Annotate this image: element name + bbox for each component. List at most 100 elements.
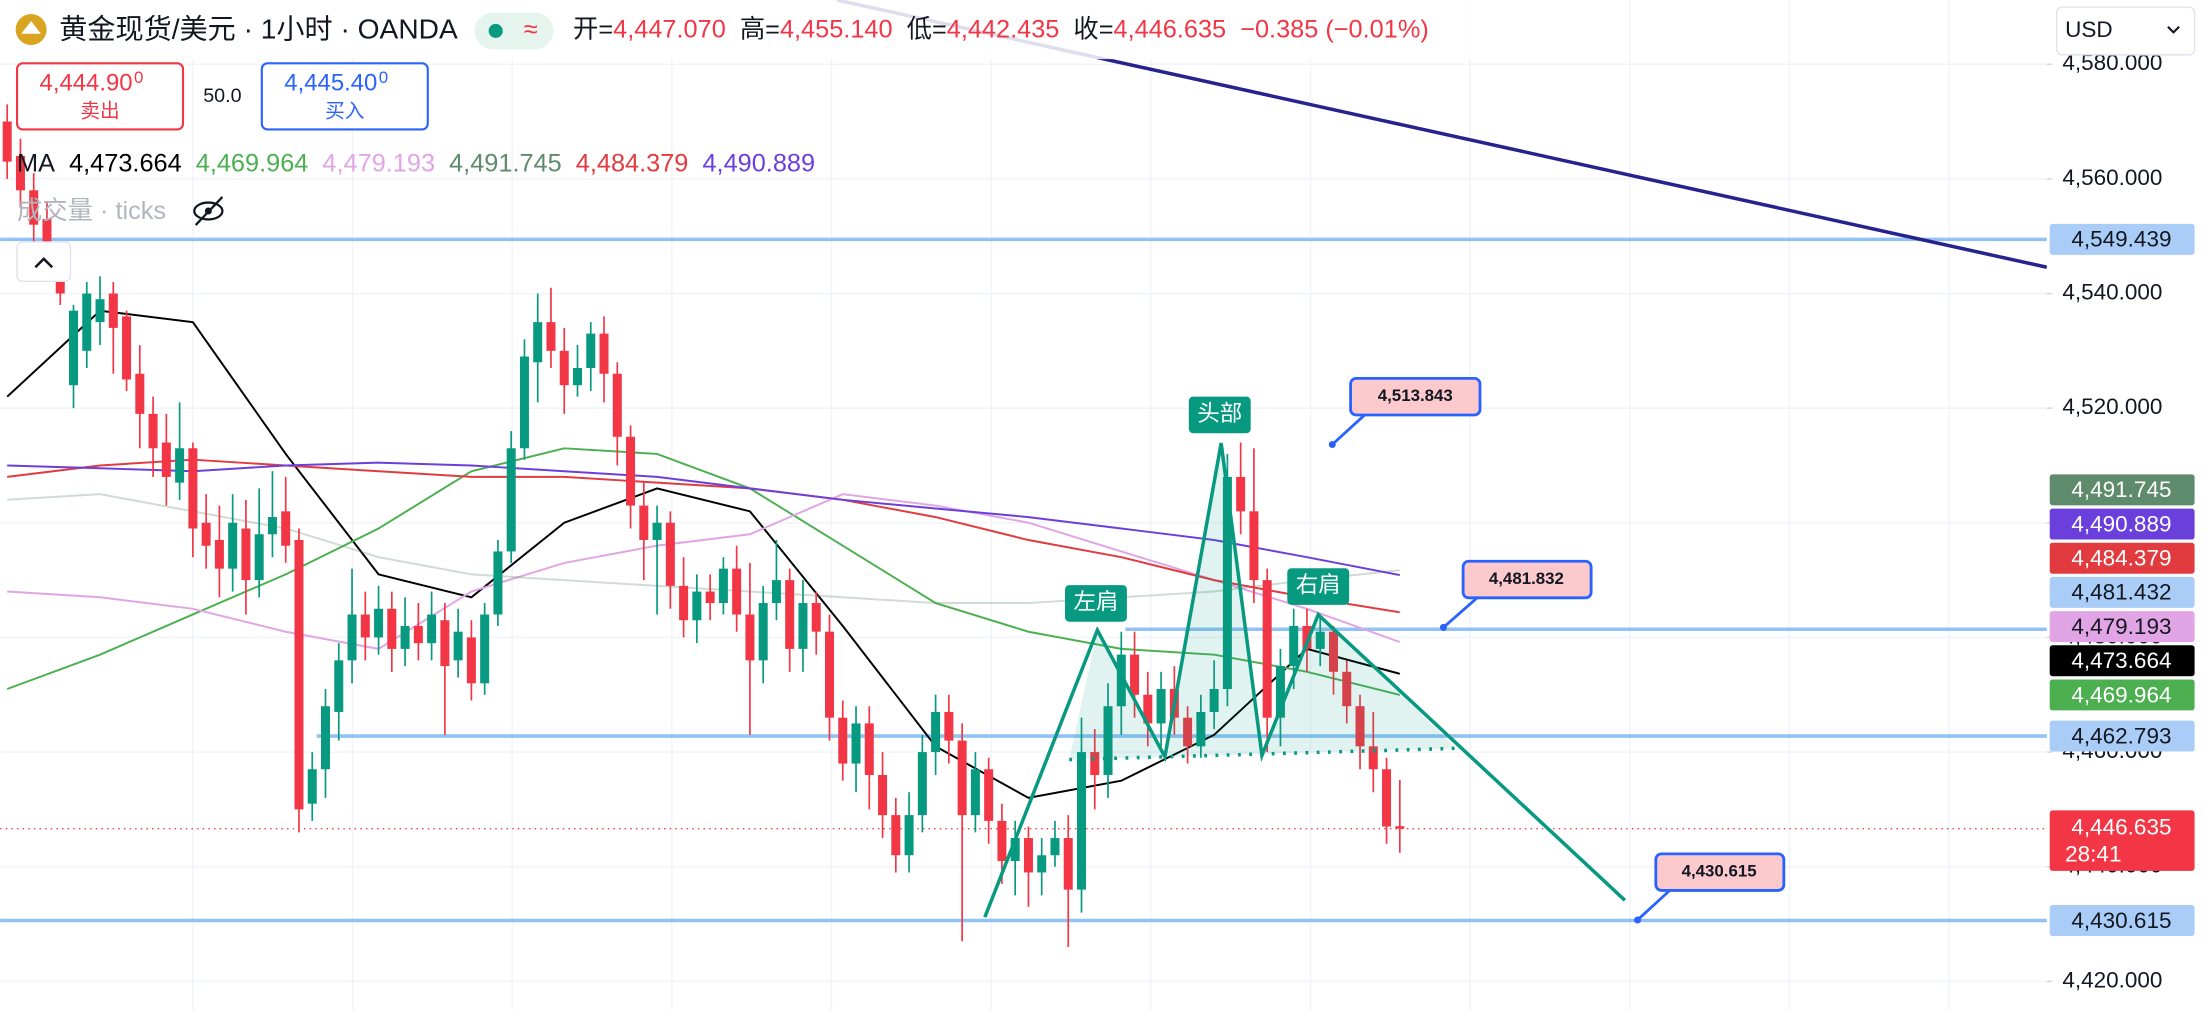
status-pill — [474, 12, 554, 50]
candle-body — [201, 522, 211, 546]
candle-body — [1302, 625, 1312, 649]
candle-body — [891, 815, 901, 856]
candle-body — [1289, 625, 1299, 667]
ma-label: MA — [17, 149, 55, 177]
ma-value: 4,490.889 — [702, 149, 815, 177]
candle-body — [705, 591, 715, 604]
candle-body — [175, 448, 185, 483]
grid — [0, 0, 2047, 1010]
price-badge — [2049, 679, 2195, 711]
candle-body — [15, 155, 25, 191]
change: −0.385 (−0.01%) — [1240, 16, 1429, 44]
candle-body — [241, 528, 251, 581]
neckline — [1069, 746, 1457, 762]
candle-body — [321, 706, 331, 770]
candle-body — [931, 711, 941, 753]
price-badge-label: 4,469.964 — [2071, 682, 2171, 707]
candle-body — [957, 740, 967, 816]
sell-price-sup[interactable]: 0 — [134, 68, 143, 87]
ma-line — [7, 458, 1400, 614]
price-badge-label: 4,490.889 — [2071, 511, 2171, 536]
price-badge-label: 4,549.439 — [2071, 227, 2171, 252]
ma-value: 4,469.964 — [196, 149, 309, 177]
last-price-badge — [2049, 810, 2195, 871]
candle-body — [267, 517, 277, 535]
candle-body — [878, 774, 888, 816]
y-tick-label: 4,560.000 — [2062, 165, 2162, 190]
candle-body — [851, 723, 861, 764]
candle-body — [1023, 838, 1033, 873]
y-tick-label: 4,520.000 — [2062, 394, 2162, 419]
sell-price[interactable]: 4,444.90 — [40, 70, 133, 97]
eye-icon[interactable] — [193, 201, 224, 221]
candle-body — [1342, 671, 1352, 707]
spread: 50.0 — [203, 85, 241, 107]
candle-body — [1315, 631, 1325, 649]
candle-body — [771, 580, 781, 604]
candle-body — [493, 551, 503, 615]
candle-body — [95, 299, 105, 323]
pattern-label: 头部 — [1197, 401, 1242, 426]
buy-price-sup[interactable]: 0 — [379, 68, 388, 87]
candle-body — [400, 625, 410, 649]
candle-body — [1328, 631, 1338, 672]
y-tick-label: 4,540.000 — [2062, 279, 2162, 304]
sell-button[interactable] — [15, 62, 185, 131]
candle-body — [294, 539, 304, 810]
callout-dot — [1328, 440, 1336, 449]
candle-body — [970, 769, 980, 816]
collapse-chevron[interactable] — [34, 257, 54, 269]
candle-body — [387, 608, 397, 649]
candle-body — [69, 310, 79, 386]
logo-mark — [21, 21, 41, 34]
candle-body — [904, 815, 914, 856]
eye-slash[interactable] — [194, 196, 224, 226]
sell-label[interactable]: 卖出 — [80, 101, 119, 123]
candle-body — [82, 293, 92, 351]
head-shoulders — [983, 442, 1627, 918]
candle-body — [1275, 666, 1285, 718]
y-tick-label: 4,420.000 — [2062, 967, 2162, 992]
callout-dot — [1634, 916, 1642, 924]
ma-line — [7, 493, 1400, 605]
candle-body — [254, 534, 264, 581]
header: 黄金现货/美元 · 1小时 · OANDA ≈ 开= 4,447.070 高= 4,4… — [0, 0, 2196, 283]
hide-icon[interactable] — [193, 196, 224, 226]
ohlc-label: 开= — [573, 16, 613, 44]
candle-body — [135, 373, 145, 414]
ohlc-label: 高= — [740, 16, 780, 44]
candle-body — [626, 436, 636, 506]
buy-label[interactable]: 买入 — [325, 101, 364, 123]
currency-select[interactable] — [2056, 6, 2196, 56]
pattern-label-box — [1065, 585, 1127, 622]
candle-body — [1249, 511, 1259, 581]
candle-body — [281, 511, 291, 546]
ma-value: 4,479.193 — [322, 149, 435, 177]
buy-price[interactable]: 4,445.40 — [284, 70, 377, 97]
candle-body — [811, 603, 821, 632]
candle-body — [2, 121, 12, 162]
select-chevron[interactable] — [2167, 25, 2180, 34]
price-badge — [2049, 223, 2195, 255]
candle-body — [732, 568, 742, 615]
price-badge-label: 4,479.193 — [2071, 614, 2171, 639]
buy-button[interactable] — [260, 62, 429, 131]
status-text: ≈ — [524, 16, 538, 44]
price-badge-label: 4,491.745 — [2071, 477, 2171, 502]
currency[interactable]: USD — [2065, 17, 2113, 42]
countdown: 28:41 — [2065, 841, 2121, 866]
candle-body — [1222, 476, 1232, 690]
candle-body — [1368, 746, 1378, 770]
callout-text: 4,513.843 — [1378, 386, 1453, 405]
last-price-label: 4,446.635 — [2071, 815, 2171, 840]
pattern-label: 右肩 — [1296, 573, 1341, 598]
pattern-label-box — [1287, 568, 1350, 605]
candle-body — [665, 522, 675, 586]
price-badge — [2049, 576, 2195, 608]
callout-pointer — [1442, 596, 1479, 629]
candle-body — [1183, 717, 1193, 747]
ohlc-label: 低= — [907, 16, 947, 44]
collapse-button[interactable] — [16, 241, 72, 283]
candle-body — [745, 614, 755, 661]
